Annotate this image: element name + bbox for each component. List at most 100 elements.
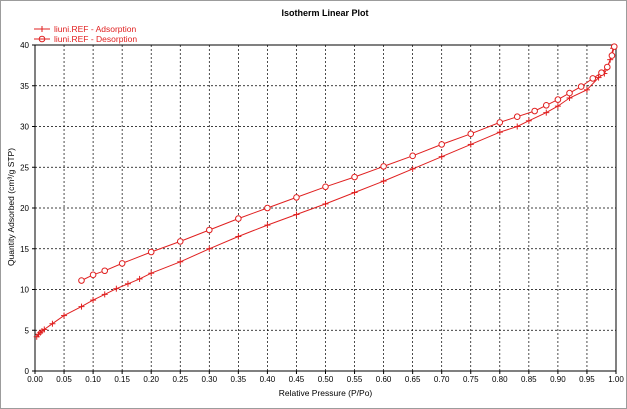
x-tick-label: 0.55 xyxy=(347,375,363,384)
x-tick-label: 0.45 xyxy=(289,375,305,384)
adsorption-point xyxy=(177,258,184,265)
adsorption-point xyxy=(293,211,300,218)
adsorption-point xyxy=(554,103,561,110)
y-tick-label: 5 xyxy=(25,326,30,335)
x-tick-label: 0.80 xyxy=(492,375,508,384)
desorption-point xyxy=(176,238,184,245)
desorption-point xyxy=(467,130,475,138)
desorption-point xyxy=(496,119,504,126)
x-tick-label: 0.60 xyxy=(376,375,392,384)
adsorption-point xyxy=(124,280,131,287)
adsorption-point xyxy=(90,297,97,304)
adsorption-point xyxy=(409,165,416,172)
adsorption-point xyxy=(514,123,521,130)
adsorption-point xyxy=(525,117,532,124)
x-tick-label: 0.05 xyxy=(56,375,72,384)
legend-label-desorption: liuni.REF - Desorption xyxy=(54,34,137,44)
desorption-point xyxy=(89,271,97,279)
x-tick-label: 0.95 xyxy=(579,375,595,384)
legend-circle-marker-icon xyxy=(38,35,46,43)
x-tick-label: 0.30 xyxy=(202,375,218,384)
legend-item-desorption: liuni.REF - Desorption xyxy=(34,34,137,44)
adsorption-point xyxy=(496,129,503,136)
y-tick-label: 20 xyxy=(20,204,29,213)
x-tick-label: 0.70 xyxy=(434,375,450,384)
desorption-point xyxy=(293,194,300,201)
adsorption-point xyxy=(322,200,329,207)
grid-lines xyxy=(35,45,616,371)
y-tick-label: 40 xyxy=(20,41,29,50)
tick-labels: 0.00 0.05 0.10 0.15 0.20 0.25 0.30 0.35 0.40 0.45… xyxy=(20,41,624,384)
desorption-point xyxy=(206,226,213,234)
desorption-point xyxy=(380,163,387,170)
y-axis-label: Quantity Adsorbed (cm³/g STP) xyxy=(6,148,16,266)
adsorption-point xyxy=(206,245,213,252)
adsorption-point xyxy=(595,74,602,81)
adsorption-point xyxy=(136,275,143,282)
adsorption-point xyxy=(264,222,271,229)
adsorption-point xyxy=(148,270,155,277)
adsorption-point xyxy=(78,303,85,310)
legend-plus-marker-icon xyxy=(39,26,45,32)
legend-item-adsorption: liuni.REF - Adsorption xyxy=(34,24,136,34)
x-tick-label: 0.50 xyxy=(318,375,334,384)
desorption-point xyxy=(603,63,611,71)
x-tick-label: 0.00 xyxy=(27,375,43,384)
x-axis-label: Relative Pressure (P/Po) xyxy=(279,388,373,398)
x-tick-label: 0.20 xyxy=(143,375,159,384)
desorption-point xyxy=(147,248,155,256)
desorption-point xyxy=(577,83,585,90)
desorption-point xyxy=(101,267,109,275)
desorption-point xyxy=(409,152,416,160)
y-tick-label: 35 xyxy=(20,82,29,91)
desorption-point xyxy=(264,204,271,212)
desorption-point xyxy=(610,43,618,50)
adsorption-point xyxy=(351,189,358,196)
axes xyxy=(32,44,617,374)
adsorption-point xyxy=(113,285,120,292)
desorption-point xyxy=(542,102,550,109)
desorption-point xyxy=(554,96,562,103)
legend: liuni.REF - Adsorption liuni.REF - Desor… xyxy=(34,24,137,44)
desorption-point xyxy=(598,69,605,77)
desorption-point xyxy=(118,260,126,267)
desorption-point xyxy=(322,183,329,191)
y-tick-label: 25 xyxy=(20,163,29,172)
x-tick-label: 1.00 xyxy=(608,375,624,384)
desorption-point xyxy=(235,215,242,222)
desorption-series-line xyxy=(81,46,615,281)
desorption-point xyxy=(608,52,616,59)
chart-title: Isotherm Linear Plot xyxy=(281,8,368,18)
adsorption-series-line xyxy=(36,48,614,338)
x-tick-label: 0.75 xyxy=(463,375,479,384)
x-tick-label: 0.35 xyxy=(231,375,247,384)
adsorption-point xyxy=(61,312,68,319)
y-tick-label: 30 xyxy=(20,123,29,132)
adsorption-point xyxy=(41,326,48,333)
x-tick-label: 0.40 xyxy=(260,375,276,384)
legend-label-adsorption: liuni.REF - Adsorption xyxy=(54,24,136,34)
adsorption-point xyxy=(438,153,445,160)
adsorption-point xyxy=(543,109,550,116)
x-tick-label: 0.85 xyxy=(521,375,537,384)
adsorption-point xyxy=(380,178,387,185)
desorption-point xyxy=(513,113,521,121)
adsorption-point xyxy=(49,320,56,327)
x-tick-label: 0.65 xyxy=(405,375,421,384)
adsorption-point xyxy=(235,233,242,240)
data-series xyxy=(33,43,618,340)
y-tick-label: 10 xyxy=(20,286,29,295)
x-tick-label: 0.15 xyxy=(114,375,130,384)
x-tick-label: 0.90 xyxy=(550,375,566,384)
desorption-point xyxy=(531,107,538,115)
y-tick-label: 0 xyxy=(25,367,30,376)
x-tick-label: 0.10 xyxy=(85,375,101,384)
desorption-point xyxy=(438,141,446,148)
desorption-point xyxy=(78,277,85,284)
desorption-point xyxy=(566,89,573,97)
desorption-point xyxy=(351,173,358,181)
adsorption-point xyxy=(583,86,590,93)
x-tick-label: 0.25 xyxy=(172,375,188,384)
